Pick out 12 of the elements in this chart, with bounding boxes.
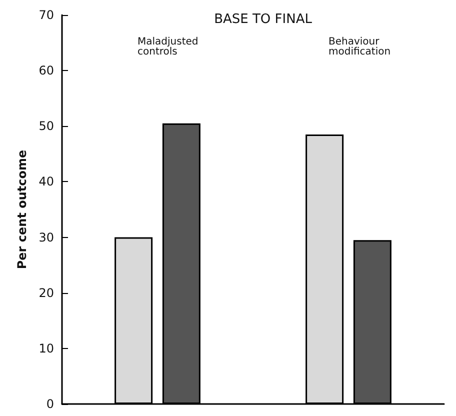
y-tick-label: 60 (38, 64, 54, 78)
chart-title: BASE TO FINAL (214, 12, 313, 27)
y-tick-label: 20 (38, 286, 54, 300)
y-tick-label: 30 (38, 230, 54, 244)
y-tick-label: 0 (46, 397, 54, 411)
y-tick-label: 50 (38, 119, 54, 134)
x-tick-label: Maladjusted controls (138, 36, 198, 58)
y-tick-label: 10 (38, 341, 54, 356)
y-axis-title: Per cent outcome (14, 150, 29, 270)
x-tick-label: Behaviour modification (328, 36, 391, 58)
y-tick-label: 70 (38, 8, 54, 22)
y-tick-label: 40 (38, 174, 54, 189)
